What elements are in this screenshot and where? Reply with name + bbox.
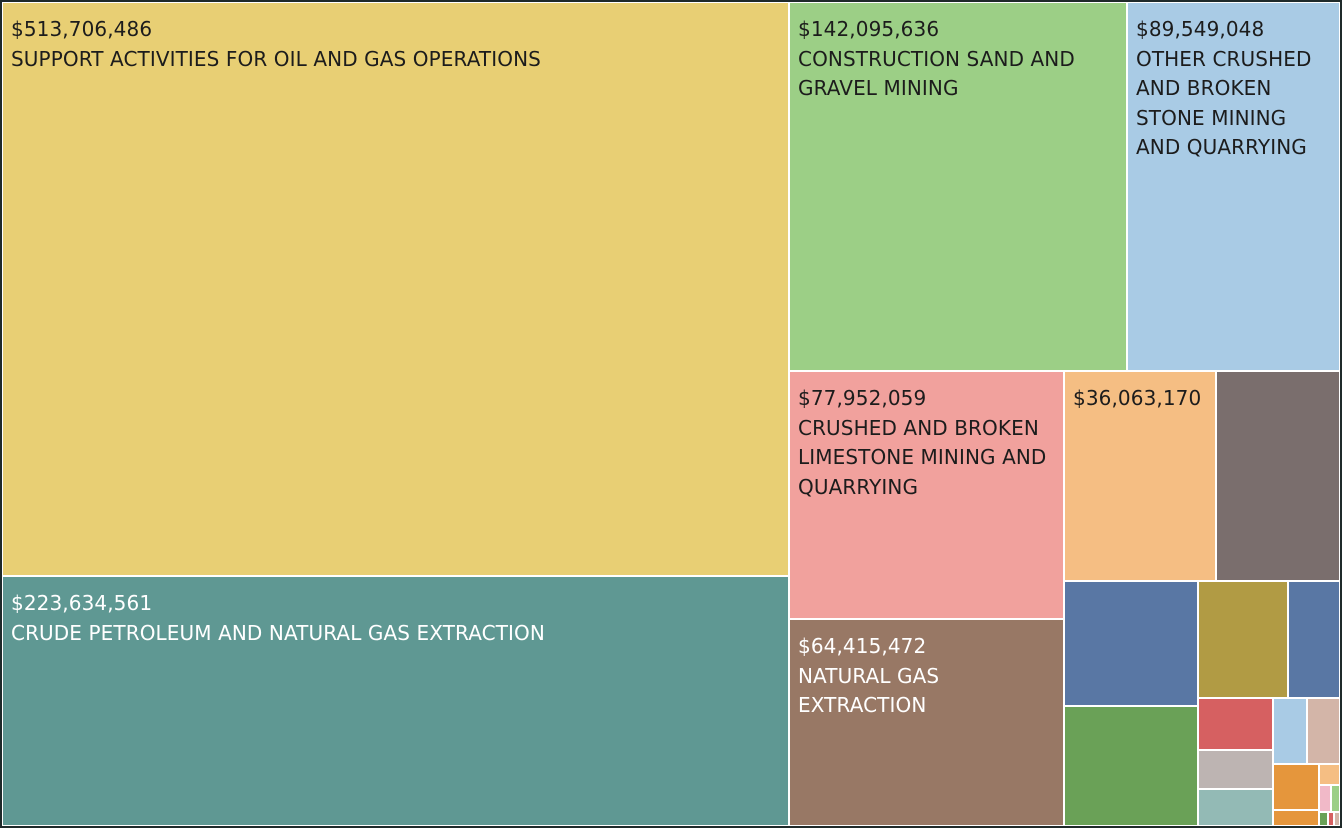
tile-category-label: CONSTRUCTION SAND AND GRAVEL MINING xyxy=(798,46,1075,101)
treemap-tile[interactable] xyxy=(1216,371,1340,581)
treemap-tile[interactable] xyxy=(1198,750,1273,789)
treemap-tile[interactable]: $513,706,486 SUPPORT ACTIVITIES FOR OIL A… xyxy=(2,2,789,576)
tile-value-label: $89,549,048 xyxy=(1136,17,1265,41)
tile-label: $77,952,059 CRUSHED AND BROKEN LIMESTONE … xyxy=(798,384,1057,502)
tile-label: $64,415,472 NATURAL GAS EXTRACTION xyxy=(798,632,1057,721)
tile-label: $223,634,561 CRUDE PETROLEUM AND NATURAL … xyxy=(11,589,782,648)
treemap-tile[interactable]: $89,549,048 OTHER CRUSHED AND BROKEN STON… xyxy=(1127,2,1340,371)
treemap-tile[interactable]: $77,952,059 CRUSHED AND BROKEN LIMESTONE … xyxy=(789,371,1064,619)
treemap-tile[interactable] xyxy=(1307,698,1340,764)
tile-category-label: CRUSHED AND BROKEN LIMESTONE MINING AND … xyxy=(798,415,1047,499)
treemap-tile[interactable] xyxy=(1319,785,1331,812)
tile-value-label: $77,952,059 xyxy=(798,386,927,410)
treemap-tile[interactable]: $64,415,472 NATURAL GAS EXTRACTION xyxy=(789,619,1064,826)
tile-value-label: $142,095,636 xyxy=(798,17,940,41)
tile-value-label: $64,415,472 xyxy=(798,634,927,658)
tile-category-label: CRUDE PETROLEUM AND NATURAL GAS EXTRACTI… xyxy=(11,620,545,645)
tile-value-label: $223,634,561 xyxy=(11,591,153,615)
treemap-tile[interactable] xyxy=(1288,581,1340,698)
tile-category-label: NATURAL GAS EXTRACTION xyxy=(798,663,940,718)
tile-label: $89,549,048 OTHER CRUSHED AND BROKEN STON… xyxy=(1136,15,1333,163)
tile-label: $513,706,486 SUPPORT ACTIVITIES FOR OIL A… xyxy=(11,15,782,74)
treemap-tile[interactable] xyxy=(1328,812,1334,826)
treemap-tile[interactable] xyxy=(1331,785,1340,812)
tile-label: $36,063,170 xyxy=(1073,384,1209,414)
tile-category-label: OTHER CRUSHED AND BROKEN STONE MINING AN… xyxy=(1136,46,1312,160)
treemap-tile[interactable] xyxy=(1273,698,1307,764)
treemap-tile[interactable] xyxy=(1273,764,1319,810)
treemap-tile[interactable]: $142,095,636 CONSTRUCTION SAND AND GRAVEL… xyxy=(789,2,1127,371)
treemap-tile[interactable] xyxy=(1064,706,1198,826)
treemap-tile[interactable] xyxy=(1273,810,1319,826)
tile-label: $142,095,636 CONSTRUCTION SAND AND GRAVEL… xyxy=(798,15,1120,104)
tile-value-label: $513,706,486 xyxy=(11,17,153,41)
treemap-tile[interactable] xyxy=(1064,581,1198,706)
treemap-tile[interactable]: $223,634,561 CRUDE PETROLEUM AND NATURAL … xyxy=(2,576,789,826)
treemap-tile[interactable] xyxy=(1334,812,1340,826)
treemap-tile[interactable] xyxy=(1198,581,1288,698)
treemap-tile[interactable] xyxy=(1319,812,1328,826)
treemap-tile[interactable]: $36,063,170 xyxy=(1064,371,1216,581)
treemap-tile[interactable] xyxy=(1198,698,1273,750)
tile-category-label: SUPPORT ACTIVITIES FOR OIL AND GAS OPERA… xyxy=(11,46,541,71)
treemap-tile[interactable] xyxy=(1198,789,1273,826)
tile-value-label: $36,063,170 xyxy=(1073,386,1202,410)
treemap-tile[interactable] xyxy=(1319,764,1340,785)
